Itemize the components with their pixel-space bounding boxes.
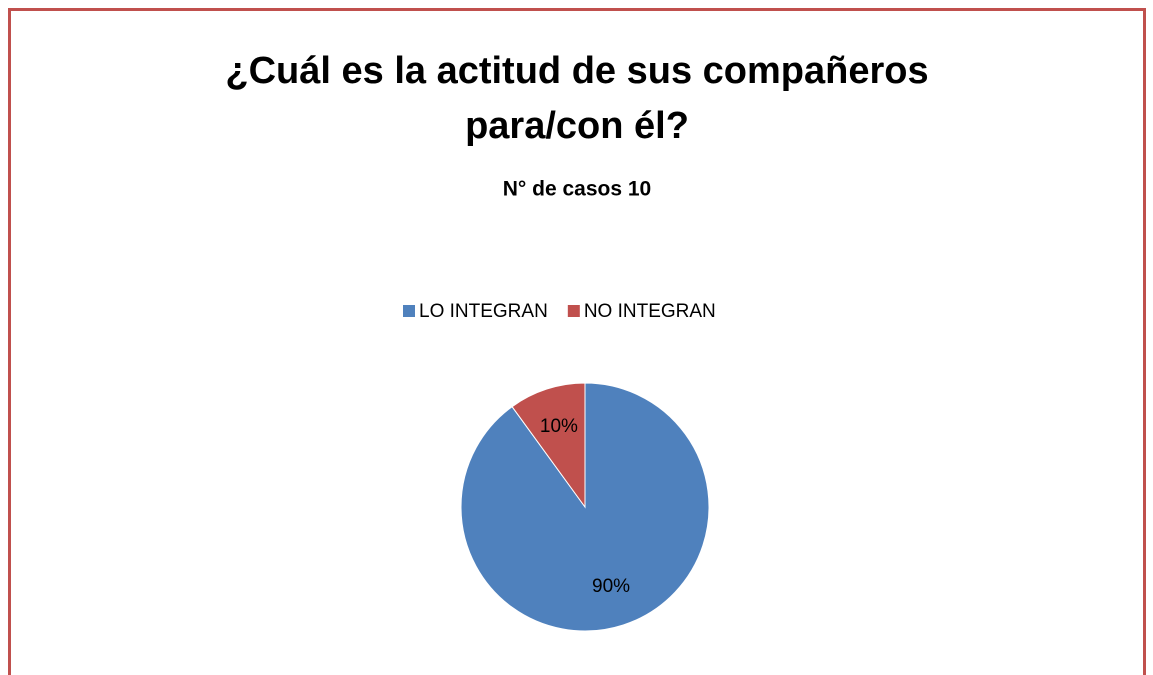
chart-title: para/con él? xyxy=(465,105,689,147)
chart-subtitle: N° de casos 10 xyxy=(503,178,651,201)
legend-swatch xyxy=(567,305,580,317)
legend-label: LO INTEGRAN xyxy=(419,301,548,322)
legend-swatch xyxy=(403,305,415,317)
pie-slice xyxy=(511,382,586,509)
data-label: 90% xyxy=(592,576,630,597)
data-label: 10% xyxy=(540,416,578,437)
legend-label: NO INTEGRAN xyxy=(584,301,716,322)
chart-border xyxy=(8,8,1146,675)
chart-title: ¿Cuál es la actitud de sus compañeros xyxy=(225,50,928,92)
